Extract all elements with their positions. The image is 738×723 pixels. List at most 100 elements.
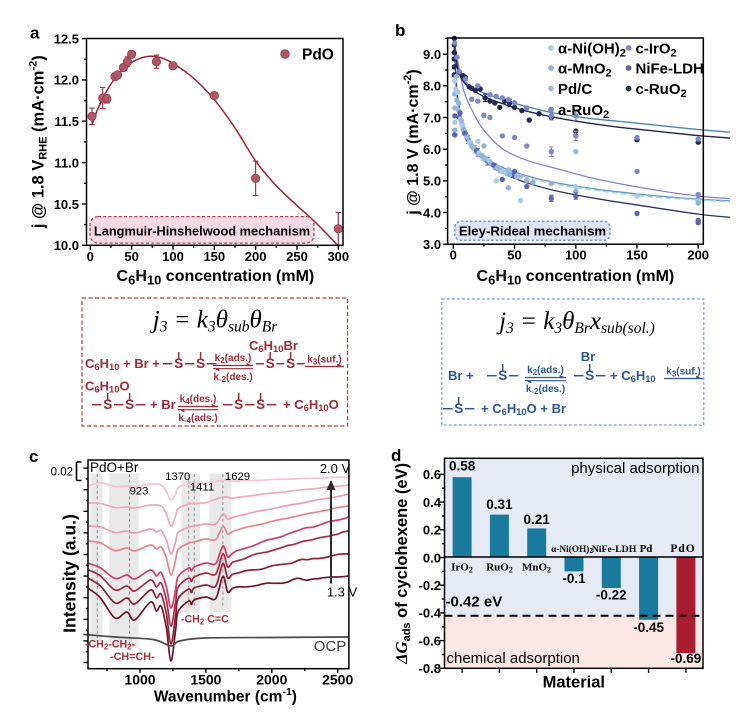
- svg-text:923: 923: [130, 486, 149, 498]
- svg-text:C6H10O: C6H10O: [85, 379, 130, 395]
- svg-text:11.5: 11.5: [54, 114, 79, 129]
- svg-text:Eley-Rideal mechanism: Eley-Rideal mechanism: [459, 224, 606, 239]
- svg-text:50: 50: [124, 249, 138, 264]
- svg-text:c-IrO2: c-IrO2: [636, 41, 677, 60]
- svg-text:j3 = k3θBrxsub(sol.): j3 = k3θBrxsub(sol.): [496, 308, 655, 337]
- svg-text:2000: 2000: [256, 672, 287, 688]
- svg-text:150: 150: [626, 248, 648, 263]
- svg-text:250: 250: [286, 249, 308, 264]
- svg-text:0: 0: [87, 249, 94, 264]
- svg-text:k3(suf.): k3(suf.): [307, 355, 341, 367]
- svg-text:j @ 1.8 VRHE (mA·cm-2): j @ 1.8 VRHE (mA·cm-2): [28, 55, 50, 229]
- svg-text:1370: 1370: [165, 471, 190, 483]
- svg-text:0: 0: [450, 248, 457, 263]
- svg-text:4.0: 4.0: [423, 205, 441, 220]
- svg-text:Pd/C: Pd/C: [558, 81, 592, 98]
- svg-text:k3(suf.): k3(suf.): [666, 367, 700, 379]
- svg-text:8.0: 8.0: [423, 79, 441, 94]
- svg-text:6.0: 6.0: [423, 142, 441, 157]
- svg-text:10.5: 10.5: [54, 197, 79, 212]
- svg-text:0.4: 0.4: [423, 495, 442, 510]
- svg-text:-CH2-CH2-: -CH2-CH2-: [85, 639, 136, 652]
- svg-text:7.0: 7.0: [423, 110, 441, 125]
- svg-text:-CH2 C=C: -CH2 C=C: [181, 614, 229, 627]
- svg-text:j @ 1.8 V (mA·cm-2): j @ 1.8 V (mA·cm-2): [402, 69, 422, 215]
- svg-text:1411: 1411: [190, 481, 214, 493]
- svg-text:C6H10 concentration (mM): C6H10 concentration (mM): [477, 268, 675, 288]
- svg-text:12.5: 12.5: [54, 31, 79, 46]
- svg-text:0.2: 0.2: [423, 523, 441, 538]
- svg-text:NiFe-LDH: NiFe-LDH: [592, 544, 637, 555]
- svg-text:10.0: 10.0: [54, 238, 79, 253]
- svg-text:1629: 1629: [225, 471, 250, 483]
- svg-text:c-RuO2: c-RuO2: [636, 81, 687, 100]
- svg-text:-0.22: -0.22: [596, 588, 627, 603]
- svg-text:-0.2: -0.2: [419, 578, 441, 593]
- svg-text:S: S: [196, 356, 205, 371]
- svg-text:Br +: Br +: [448, 368, 474, 383]
- svg-text:200: 200: [245, 249, 267, 264]
- svg-text:11.0: 11.0: [54, 155, 79, 170]
- svg-text:PdO: PdO: [302, 47, 334, 64]
- svg-text:+ C6H10O: + C6H10O: [283, 397, 339, 413]
- svg-text:0.21: 0.21: [524, 512, 551, 527]
- svg-text:0.6: 0.6: [423, 467, 441, 482]
- svg-text:j3 = k3θsubθBr: j3 = k3θsubθBr: [150, 307, 278, 336]
- svg-text:100: 100: [162, 249, 184, 264]
- svg-text:S: S: [454, 401, 463, 416]
- svg-text:2500: 2500: [322, 672, 353, 688]
- svg-text:-0.1: -0.1: [562, 571, 586, 586]
- svg-text:C6H10Br: C6H10Br: [249, 338, 298, 354]
- svg-text:0.0: 0.0: [423, 550, 441, 565]
- svg-text:1.3 V: 1.3 V: [327, 585, 358, 600]
- svg-text:Wavenumber (cm-1): Wavenumber (cm-1): [154, 686, 297, 706]
- svg-text:S: S: [125, 397, 134, 412]
- svg-text:k2(ads.): k2(ads.): [527, 365, 564, 377]
- svg-text:Br: Br: [581, 349, 595, 364]
- svg-text:-CH=CH-: -CH=CH-: [110, 651, 155, 663]
- svg-text:PdO: PdO: [670, 543, 695, 555]
- svg-text:OCP: OCP: [314, 638, 347, 655]
- svg-text:S: S: [585, 368, 594, 383]
- svg-text:C6H10 concentration (mM): C6H10 concentration (mM): [117, 268, 315, 288]
- svg-text:S: S: [256, 397, 265, 412]
- svg-text:k2(ads.): k2(ads.): [215, 353, 252, 365]
- svg-text:5.0: 5.0: [423, 174, 441, 189]
- svg-text:-0.4: -0.4: [419, 606, 442, 621]
- svg-text:k-2(des.): k-2(des.): [213, 372, 252, 384]
- svg-text:S: S: [234, 397, 243, 412]
- svg-text:9.0: 9.0: [423, 47, 441, 62]
- svg-text:α-Ni(OH)2: α-Ni(OH)2: [551, 544, 593, 555]
- svg-text:S: S: [103, 397, 112, 412]
- svg-text:Material: Material: [543, 674, 605, 692]
- svg-text:200: 200: [687, 248, 709, 263]
- svg-text:100: 100: [565, 248, 587, 263]
- svg-text:α-MnO2: α-MnO2: [558, 61, 612, 80]
- svg-text:-0.45: -0.45: [633, 620, 664, 635]
- svg-text:PdO+Br: PdO+Br: [90, 460, 139, 475]
- svg-text:b: b: [395, 21, 405, 40]
- svg-text:S: S: [174, 356, 183, 371]
- svg-text:S: S: [286, 356, 295, 371]
- svg-text:C6H10 + Br +: C6H10 + Br +: [85, 356, 160, 372]
- svg-text:Intensity (a.u.): Intensity (a.u.): [60, 514, 80, 633]
- svg-text:1000: 1000: [124, 672, 155, 688]
- svg-text:Pd: Pd: [640, 543, 653, 555]
- svg-text:300: 300: [327, 249, 349, 264]
- svg-text:Langmuir-Hinshelwood mechanism: Langmuir-Hinshelwood mechanism: [94, 224, 310, 239]
- svg-text:k-2(des.): k-2(des.): [526, 384, 565, 396]
- svg-text:chemical adsorption: chemical adsorption: [447, 650, 580, 667]
- svg-text:RuO2: RuO2: [486, 562, 513, 575]
- svg-text:IrO2: IrO2: [451, 562, 473, 575]
- svg-text:150: 150: [203, 249, 225, 264]
- svg-text:0.58: 0.58: [449, 459, 476, 474]
- svg-text:a-RuO2: a-RuO2: [558, 102, 609, 121]
- svg-text:0.02: 0.02: [51, 467, 73, 479]
- svg-text:physical adsorption: physical adsorption: [571, 460, 699, 477]
- svg-text:50: 50: [507, 248, 521, 263]
- svg-text:3.0: 3.0: [423, 237, 441, 252]
- svg-text:-0.69: -0.69: [671, 651, 702, 666]
- svg-text:0.31: 0.31: [486, 497, 513, 512]
- svg-text:NiFe-LDH: NiFe-LDH: [636, 61, 704, 78]
- svg-text:-0.42 eV: -0.42 eV: [446, 594, 503, 611]
